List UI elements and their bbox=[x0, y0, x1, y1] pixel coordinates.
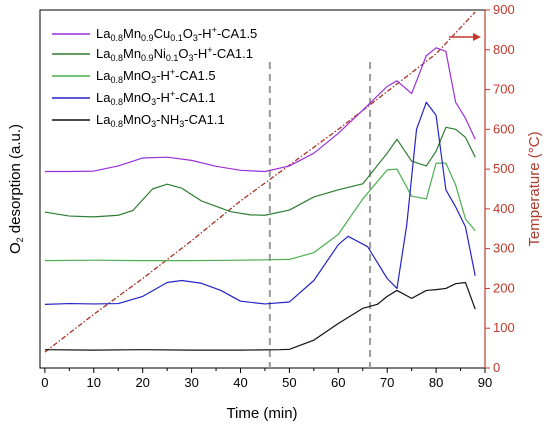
x-tick-label-8: 80 bbox=[429, 375, 443, 390]
temperature-ramp-line bbox=[44, 11, 476, 353]
x-axis-title: Time (min) bbox=[226, 405, 297, 422]
temperature-line bbox=[44, 11, 476, 353]
series-line-0 bbox=[44, 47, 476, 173]
x-tick-label-5: 50 bbox=[282, 375, 296, 390]
legend-label-4: La0.8MnO3-NH3-CA1.1 bbox=[96, 112, 225, 129]
legend-label-1: La0.8Mn0.9Ni0.1O3-H+-CA1.1 bbox=[96, 45, 253, 63]
y2-tick-label-2: 200 bbox=[493, 280, 515, 295]
legend-label-3: La0.8MnO3-H+-CA1.1 bbox=[96, 89, 216, 107]
vertical-markers bbox=[268, 62, 372, 368]
plot-frame bbox=[39, 9, 486, 369]
series-line-1 bbox=[44, 126, 476, 218]
y-axis-title: O2 desorption (a.u.) bbox=[7, 124, 25, 254]
x-tick-label-2: 20 bbox=[135, 375, 149, 390]
x-axis: 0 10 20 30 40 50 60 70 80 90 bbox=[41, 368, 492, 390]
y2-tick-label-8: 800 bbox=[493, 42, 515, 57]
series-line-4 bbox=[44, 281, 476, 351]
y2-tick-label-6: 600 bbox=[493, 121, 515, 136]
x-tick-label-0: 0 bbox=[41, 375, 48, 390]
y2-tick-label-1: 100 bbox=[493, 320, 515, 335]
series-lines bbox=[44, 47, 476, 351]
x-tick-label-9: 90 bbox=[478, 375, 492, 390]
y2-tick-label-0: 0 bbox=[493, 360, 500, 375]
series-line-2 bbox=[44, 162, 476, 262]
legend-label-0: La0.8Mn0.9Cu0.1O3-H+-CA1.5 bbox=[96, 25, 257, 43]
arrow-head bbox=[473, 33, 481, 41]
legend-label-2: La0.8MnO3-H+-CA1.5 bbox=[96, 67, 216, 85]
y2-tick-label-4: 400 bbox=[493, 201, 515, 216]
x-tick-label-4: 40 bbox=[233, 375, 247, 390]
y2-tick-label-3: 300 bbox=[493, 241, 515, 256]
x-tick-label-1: 10 bbox=[87, 375, 101, 390]
y2-axis-title: Temperature (°C) bbox=[526, 131, 543, 246]
x-tick-label-3: 30 bbox=[184, 375, 198, 390]
y2-tick-label-9: 900 bbox=[493, 2, 515, 17]
x-tick-label-7: 70 bbox=[380, 375, 394, 390]
x-tick-label-6: 60 bbox=[331, 375, 345, 390]
y2-tick-label-7: 700 bbox=[493, 82, 515, 97]
temperature-arrow bbox=[449, 33, 481, 41]
legend: La0.8Mn0.9Cu0.1O3-H+-CA1.5 La0.8Mn0.9Ni0… bbox=[52, 25, 257, 129]
y2-tick-label-5: 500 bbox=[493, 161, 515, 176]
series-line-3 bbox=[44, 101, 476, 305]
y2-axis: 0 100 200 300 400 500 600 700 800 900 bbox=[484, 2, 515, 375]
